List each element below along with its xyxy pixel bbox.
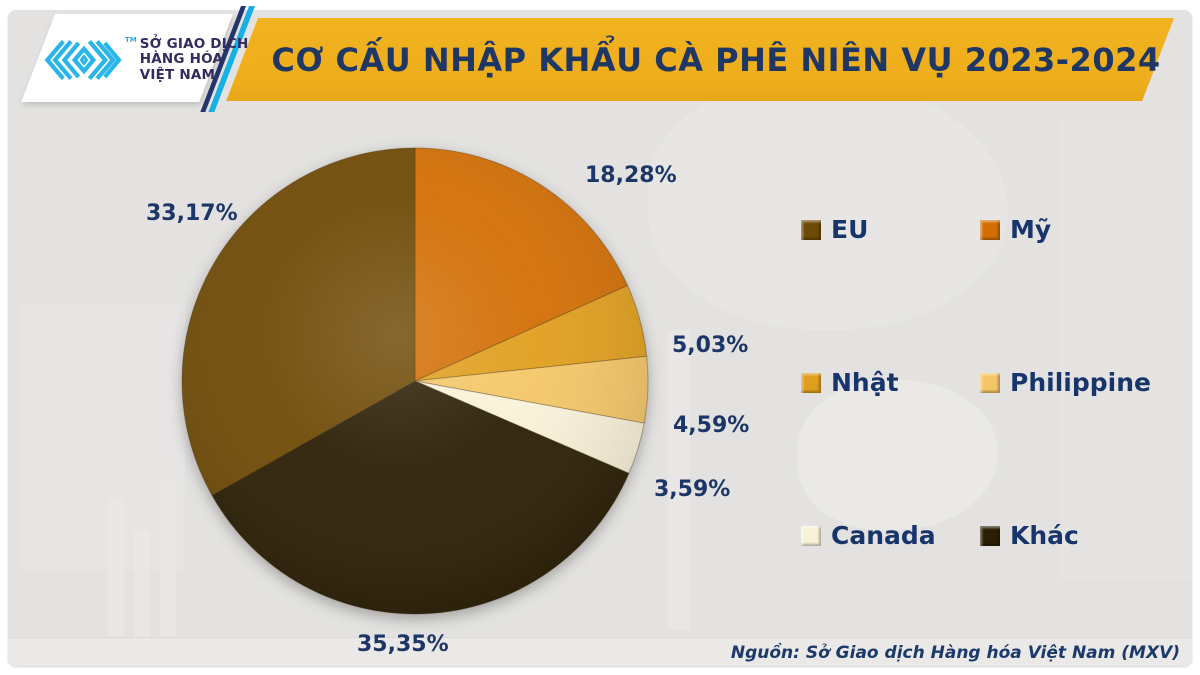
- data-label-khac: 35,35%: [357, 632, 449, 657]
- legend-item-khac: Khác: [980, 521, 1079, 550]
- watermark-map-asia: [648, 80, 1008, 330]
- legend-label-eu: EU: [831, 215, 869, 244]
- legend-label-my: Mỹ: [1010, 215, 1052, 244]
- data-label-my: 18,28%: [585, 163, 677, 188]
- org-name: SỞ GIAO DỊCH HÀNG HÓA VIỆT NAM: [139, 35, 249, 84]
- watermark-bar: [160, 480, 176, 640]
- pie-chart: [181, 147, 649, 615]
- org-name-line2: HÀNG HÓA: [139, 51, 224, 68]
- legend-item-nhat: Nhật: [801, 368, 899, 397]
- watermark-bar: [134, 530, 150, 640]
- legend-label-nhat: Nhật: [831, 368, 899, 397]
- watermark-block: [20, 305, 185, 570]
- org-name-line1: SỞ GIAO DỊCH: [139, 35, 249, 52]
- legend-swatch-eu: [801, 219, 821, 240]
- legend-item-philippine: Philippine: [980, 368, 1151, 397]
- trademark-mark: TM: [125, 36, 137, 44]
- org-name-line3: VIỆT NAM: [139, 66, 216, 83]
- legend-swatch-canada: [801, 525, 821, 546]
- mxv-chevron-icon: [44, 39, 122, 81]
- legend-item-canada: Canada: [801, 521, 936, 550]
- legend-swatch-khac: [980, 525, 1000, 546]
- legend-swatch-philippine: [980, 372, 1000, 393]
- legend-item-eu: EU: [801, 215, 868, 244]
- watermark-map-australia: [798, 380, 998, 530]
- data-label-canada: 3,59%: [654, 477, 731, 502]
- data-label-philippine: 4,59%: [673, 413, 750, 438]
- legend-label-philippine: Philippine: [1010, 368, 1151, 397]
- watermark-bar: [108, 500, 124, 640]
- data-label-eu: 33,17%: [146, 201, 238, 226]
- legend-item-my: Mỹ: [980, 215, 1051, 244]
- legend-label-khac: Khác: [1010, 521, 1079, 550]
- legend-swatch-my: [980, 219, 1000, 240]
- data-label-nhat: 5,03%: [672, 333, 749, 358]
- pie-sheen-overlay: [182, 148, 648, 614]
- legend-label-canada: Canada: [831, 521, 936, 550]
- watermark-column: [1060, 120, 1192, 580]
- mxv-logo: TM SỞ GIAO DỊCH HÀNG HÓA VIỆT NAM: [44, 30, 248, 90]
- page-title: CƠ CẤU NHẬP KHẨU CÀ PHÊ NIÊN VỤ 2023-202…: [271, 40, 1161, 79]
- legend-swatch-nhat: [801, 372, 821, 393]
- source-note: Nguồn: Sở Giao dịch Hàng hóa Việt Nam (M…: [730, 643, 1180, 663]
- footer-strip: [8, 637, 1192, 666]
